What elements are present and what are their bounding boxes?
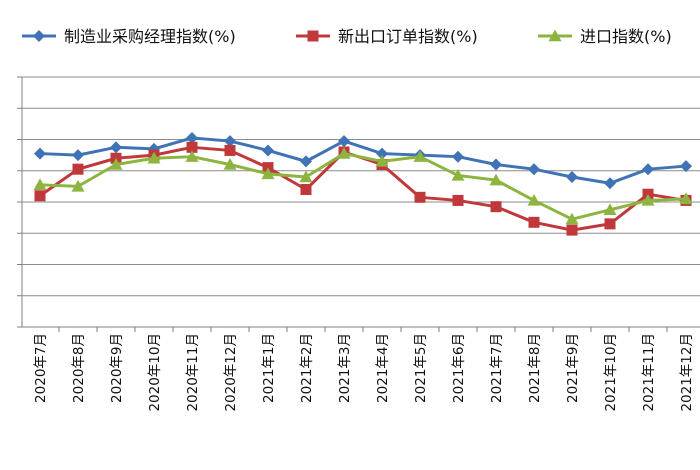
series-1-point-12 xyxy=(490,201,502,213)
series-1-point-7 xyxy=(300,184,312,195)
series-0-point-6 xyxy=(262,144,274,157)
x-tick-label-5: 2020年12月 xyxy=(223,333,239,412)
x-tick-label-2: 2020年9月 xyxy=(109,333,125,403)
series-2-point-15 xyxy=(603,203,617,216)
series-0-point-8 xyxy=(338,135,350,148)
series-2-point-8 xyxy=(337,147,351,159)
series-0-point-9 xyxy=(376,147,388,160)
series-2-point-4 xyxy=(185,150,199,162)
x-tick-label-13: 2021年8月 xyxy=(527,333,543,403)
legend-swatch-marker-2 xyxy=(548,29,562,42)
series-0-point-13 xyxy=(528,163,540,176)
series-2-point-17 xyxy=(679,192,693,205)
series-1-point-11 xyxy=(452,194,464,206)
legend-swatch-marker-1 xyxy=(307,30,319,42)
series-0-point-1 xyxy=(72,149,84,162)
series-2-point-14 xyxy=(565,212,579,225)
x-tick-label-17: 2021年12月 xyxy=(679,333,695,412)
legend-item-2: 进口指数(%) xyxy=(538,27,672,46)
series-0-point-16 xyxy=(642,163,654,176)
x-tick-label-12: 2021年7月 xyxy=(489,333,505,403)
series-2 xyxy=(33,147,693,225)
series-0-point-2 xyxy=(110,141,122,154)
series-2-point-3 xyxy=(147,151,161,164)
series-2-point-12 xyxy=(489,173,503,186)
chart-axes xyxy=(17,76,700,332)
series-1-point-10 xyxy=(414,191,426,203)
x-tick-label-15: 2021年10月 xyxy=(603,333,619,412)
legend-label-0: 制造业采购经理指数(%) xyxy=(64,27,236,46)
x-tick-label-7: 2021年2月 xyxy=(299,333,315,403)
series-0-point-0 xyxy=(34,147,46,160)
series-1-point-15 xyxy=(604,218,616,230)
legend-swatch-marker-0 xyxy=(33,30,45,42)
series-2-point-7 xyxy=(299,170,313,183)
series-2-point-9 xyxy=(375,154,389,167)
series-2-point-13 xyxy=(527,193,541,206)
chart-series xyxy=(33,131,693,236)
x-tick-label-1: 2020年8月 xyxy=(71,333,87,403)
series-2-point-16 xyxy=(641,193,655,206)
series-0-point-12 xyxy=(490,158,502,171)
series-0-point-5 xyxy=(224,135,236,148)
legend-label-2: 进口指数(%) xyxy=(580,27,672,46)
x-tick-label-0: 2020年7月 xyxy=(33,333,49,403)
x-tick-label-6: 2021年1月 xyxy=(261,333,277,403)
series-1 xyxy=(34,141,692,236)
series-2-point-5 xyxy=(223,158,237,170)
series-2-point-6 xyxy=(261,167,275,180)
series-1-point-14 xyxy=(566,224,578,236)
legend-label-1: 新出口订单指数(%) xyxy=(338,27,478,46)
series-1-point-13 xyxy=(528,216,540,228)
series-1-point-4 xyxy=(186,141,198,153)
x-tick-label-9: 2021年4月 xyxy=(375,333,391,403)
series-2-point-10 xyxy=(413,150,427,162)
x-axis-tick-labels: 2020年7月 2020年8月 2020年9月 2020年10月 2020年11月 202… xyxy=(33,333,695,412)
x-tick-label-14: 2021年9月 xyxy=(565,333,581,403)
series-1-point-5 xyxy=(224,144,236,156)
series-0-point-11 xyxy=(452,150,464,163)
chart-legend: 制造业采购经理指数(%) 新出口订单指数(%) 进口指数(%) xyxy=(22,27,672,46)
series-0-point-4 xyxy=(186,131,198,144)
series-2-point-1 xyxy=(71,179,85,192)
legend-item-0: 制造业采购经理指数(%) xyxy=(22,27,236,46)
x-tick-label-16: 2021年11月 xyxy=(641,333,657,412)
series-2-line xyxy=(39,152,687,221)
series-0-point-14 xyxy=(566,171,578,183)
x-tick-label-11: 2021年6月 xyxy=(451,333,467,403)
series-0-point-17 xyxy=(680,160,692,173)
series-2-point-0 xyxy=(33,178,47,191)
chart-gridlines xyxy=(22,76,700,328)
series-1-point-0 xyxy=(34,190,46,202)
series-0-point-15 xyxy=(604,177,616,190)
x-tick-label-3: 2020年10月 xyxy=(147,333,163,412)
series-0-line xyxy=(39,136,687,185)
x-tick-label-10: 2021年5月 xyxy=(413,333,429,403)
series-0-point-7 xyxy=(300,155,312,168)
series-1-point-1 xyxy=(72,163,84,175)
series-2-point-2 xyxy=(109,158,123,170)
series-2-point-11 xyxy=(451,168,465,181)
x-tick-label-4: 2020年11月 xyxy=(185,333,201,412)
x-tick-label-8: 2021年3月 xyxy=(337,333,353,403)
legend-item-1: 新出口订单指数(%) xyxy=(296,27,478,46)
